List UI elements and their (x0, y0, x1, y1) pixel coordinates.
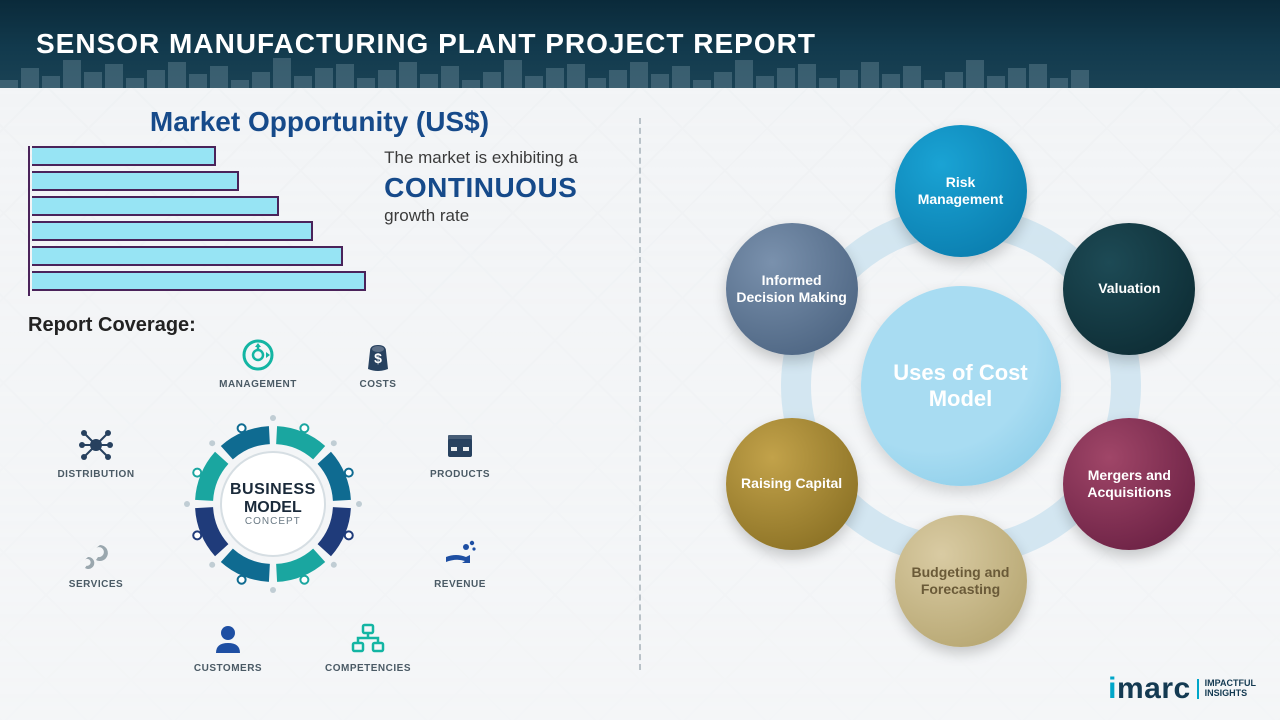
page-title: SENSOR MANUFACTURING PLANT PROJECT REPOR… (36, 28, 816, 60)
brand-name: imarc (1108, 672, 1191, 706)
distribution-icon (76, 425, 116, 465)
bm-item-label: COMPETENCIES (325, 663, 411, 674)
bm-item-label: COSTS (360, 379, 397, 390)
business-model-center: BUSINESS MODEL CONCEPT (183, 414, 363, 594)
brand-tagline: IMPACTFUL INSIGHTS (1197, 679, 1256, 699)
market-opportunity-bars (28, 146, 366, 296)
bm-item-revenue: REVENUE (410, 535, 510, 590)
market-opportunity-title: Market Opportunity (US$) (28, 106, 611, 138)
management-icon (238, 335, 278, 375)
bm-item-management: MANAGEMENT (208, 335, 308, 390)
revenue-icon (440, 535, 480, 575)
market-opportunity-callout: The market is exhibiting a CONTINUOUS gr… (384, 146, 611, 226)
callout-big: CONTINUOUS (384, 172, 611, 204)
business-model-center-text: BUSINESS MODEL CONCEPT (230, 481, 316, 527)
bm-item-label: CUSTOMERS (194, 663, 262, 674)
callout-line1: The market is exhibiting a (384, 148, 611, 168)
body: Market Opportunity (US$) The market is e… (0, 88, 1280, 720)
bm-item-label: DISTRIBUTION (57, 469, 134, 480)
bm-item-services: SERVICES (46, 535, 146, 590)
cost-model-node: Informed Decision Making (726, 223, 858, 355)
cost-model-node: Budgeting and Forecasting (895, 515, 1027, 647)
cost-model-node: Valuation (1063, 223, 1195, 355)
bm-item-competencies: COMPETENCIES (318, 619, 418, 674)
products-icon (440, 425, 480, 465)
left-panel: Market Opportunity (US$) The market is e… (0, 88, 639, 720)
right-panel: Uses of Cost Model Risk Management Valuat… (641, 88, 1280, 720)
competencies-icon (348, 619, 388, 659)
bm-item-label: SERVICES (69, 579, 123, 590)
bm-item-distribution: DISTRIBUTION (46, 425, 146, 480)
bm-item-label: MANAGEMENT (219, 379, 297, 390)
bm-item-label: REVENUE (434, 579, 486, 590)
callout-line2: growth rate (384, 206, 611, 226)
cost-model-center: Uses of Cost Model (861, 286, 1061, 486)
svg-text:$: $ (374, 350, 382, 366)
cost-model-diagram: Uses of Cost Model Risk Management Valuat… (681, 106, 1241, 666)
business-model-diagram: BUSINESS MODEL CONCEPT MANAGEMENT $ COSTS D… (28, 341, 611, 681)
bm-item-costs: $ COSTS (328, 335, 428, 390)
bm-item-customers: CUSTOMERS (178, 619, 278, 674)
market-opportunity-row: The market is exhibiting a CONTINUOUS gr… (28, 146, 611, 296)
cost-model-node: Raising Capital (726, 418, 858, 550)
bm-item-label: PRODUCTS (430, 469, 490, 480)
skyline-decor (0, 56, 1280, 88)
report-coverage-title: Report Coverage: (28, 314, 611, 337)
cost-model-node: Risk Management (895, 125, 1027, 257)
brand-logo: imarc IMPACTFUL INSIGHTS (1108, 672, 1256, 706)
cost-model-node: Mergers and Acquisitions (1063, 418, 1195, 550)
costs-icon: $ (358, 335, 398, 375)
bm-item-products: PRODUCTS (410, 425, 510, 480)
header: SENSOR MANUFACTURING PLANT PROJECT REPOR… (0, 0, 1280, 88)
services-icon (76, 535, 116, 575)
customers-icon (208, 619, 248, 659)
